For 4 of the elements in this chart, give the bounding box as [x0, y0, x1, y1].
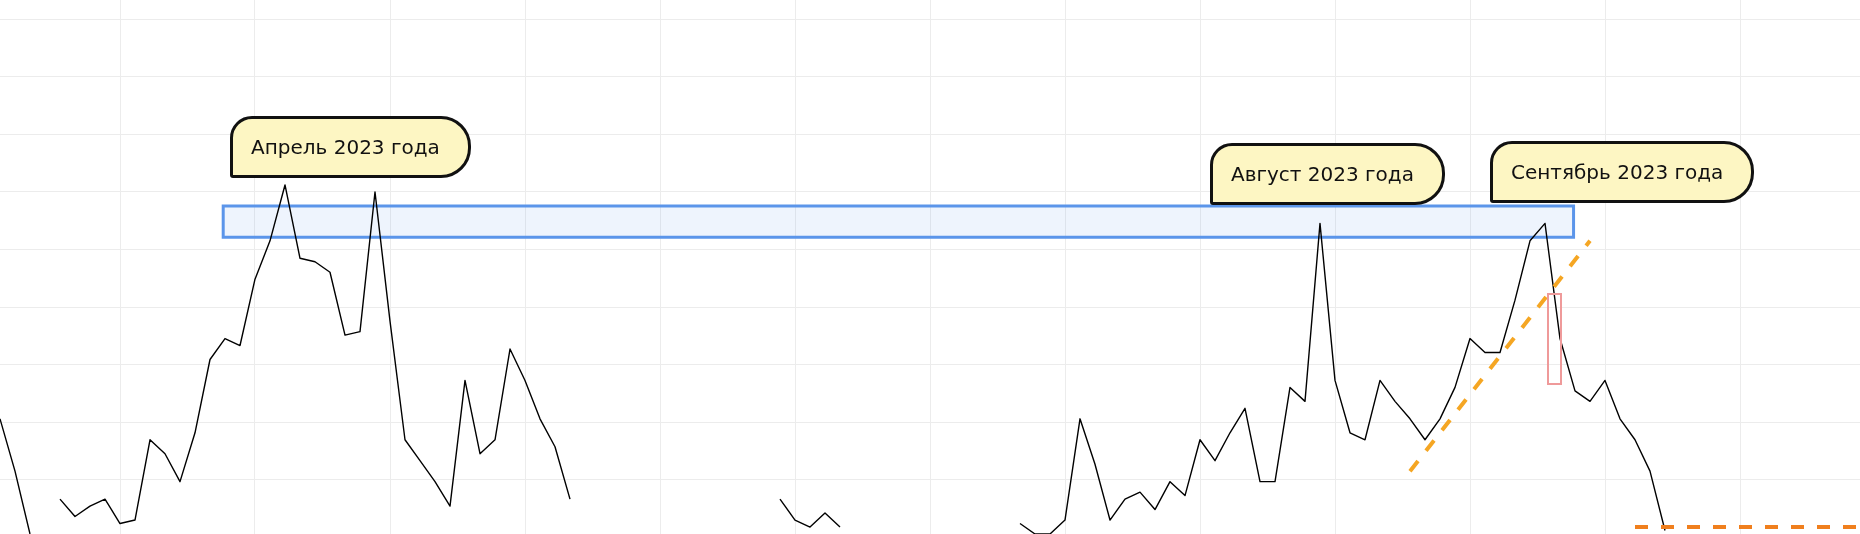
- annotation: Август 2023 года: [1231, 162, 1414, 186]
- callout-bubble: Апрель 2023 года: [230, 116, 471, 178]
- callout-bubble: Август 2023 года: [1210, 143, 1445, 205]
- callout-bubble: Сентябрь 2023 года: [1490, 141, 1755, 203]
